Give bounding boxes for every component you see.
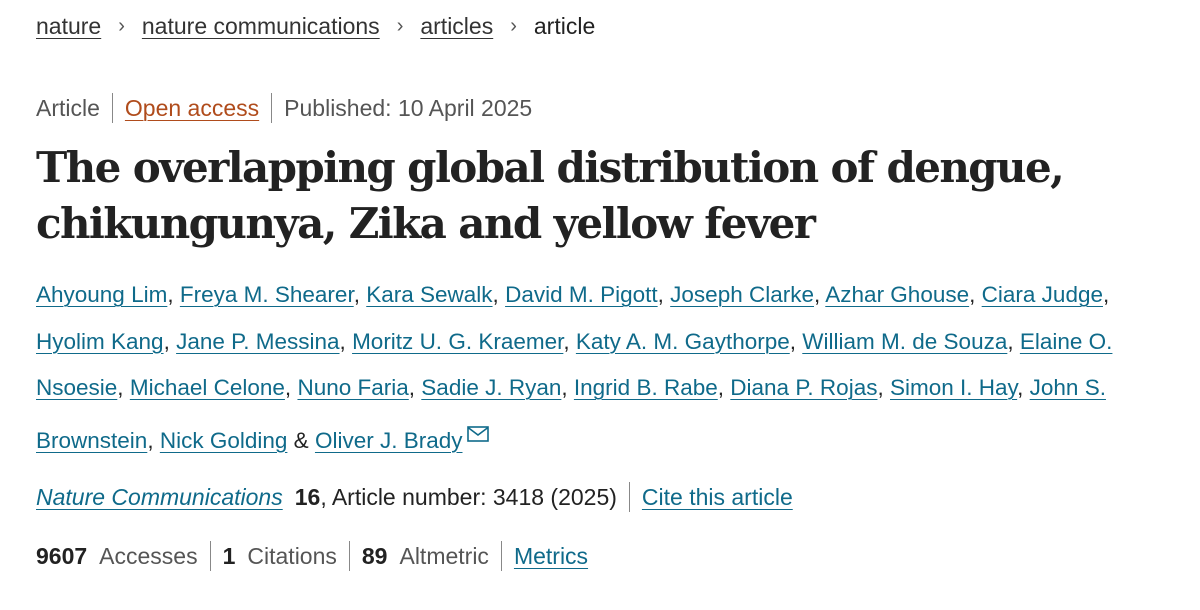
journal-name-link[interactable]: Nature Communications [36,484,283,510]
author-link[interactable]: Nick Golding [159,427,288,453]
author-separator: , [163,328,170,354]
author-link[interactable]: Oliver J. Brady [314,427,463,453]
meta-divider [271,93,273,123]
author-separator: , [1102,282,1110,307]
metrics-link[interactable]: Metrics [513,543,589,569]
citations-label: Citations [247,543,337,569]
author-link[interactable]: Ciara Judge [981,282,1103,307]
author-link[interactable]: Michael Celone [129,375,285,400]
author-link[interactable]: Moritz U. G. Kraemer [352,328,564,354]
author-link[interactable]: Ahyoung Lim [36,282,168,307]
author-link[interactable]: Sadie J. Ryan [421,375,562,400]
author-separator: , [969,282,976,307]
author-link[interactable]: Azhar Ghouse [825,282,970,307]
author-link[interactable]: Diana P. Rojas [730,375,878,400]
breadcrumb-link-articles[interactable]: articles [420,13,494,39]
author-link[interactable]: Hyolim Kang [36,328,164,354]
author-separator: , [789,328,797,354]
journal-volume: 16 [294,484,321,510]
altmetric-count: 89 [361,543,388,569]
author-link[interactable]: David M. Pigott [505,282,658,307]
author-separator: , [563,328,570,354]
author-separator: , [117,375,124,400]
author-link[interactable]: Jane P. Messina [176,328,340,354]
author-separator: , [1017,375,1024,400]
author-separator: , [814,282,821,307]
author-separator: , [877,375,884,400]
journal-info: Nature Communications 16 , Article numbe… [36,481,793,513]
author-separator: , [353,282,360,307]
metrics-divider [209,541,211,571]
cite-article-link[interactable]: Cite this article [641,484,793,510]
breadcrumb: nature › nature communications › article… [36,10,595,42]
author-link[interactable]: Freya M. Shearer [179,282,354,307]
breadcrumb-separator-icon: › [118,15,125,37]
accesses-count: 9607 [36,543,88,569]
author-final-separator: & [293,427,309,453]
author-link[interactable]: Elaine O. Nsoesie [36,328,1113,401]
breadcrumb-link-nature[interactable]: nature [36,13,102,39]
author-list: Ahyoung Lim, Freya M. Shearer, Kara Sewa… [36,272,1166,464]
article-number: , Article number: 3418 (2025) [320,484,617,510]
author-link[interactable]: William M. de Souza [802,328,1008,354]
altmetric-label: Altmetric [399,543,489,569]
author-link[interactable]: John S. Brownstein [36,375,1106,453]
open-access-link[interactable]: Open access [124,95,260,121]
author-separator: , [657,282,664,307]
author-separator: , [492,282,499,307]
author-link[interactable]: Nuno Faria [297,375,409,400]
breadcrumb-link-nature-communications[interactable]: nature communications [141,13,380,39]
breadcrumb-separator-icon: › [396,15,404,37]
article-metrics: 9607 Accesses 1 Citations 89 Altmetric M… [36,540,588,572]
author-separator: , [1007,328,1014,354]
breadcrumb-current: article [533,13,596,39]
article-meta: Article Open access Published: 10 April … [36,92,532,124]
author-separator: , [408,375,416,400]
author-separator: , [167,282,174,307]
citations-count: 1 [222,543,236,569]
author-separator: , [147,427,154,453]
author-link[interactable]: Ingrid B. Rabe [573,375,718,400]
meta-divider [111,93,113,123]
article-title: The overlapping global distribution of d… [36,143,1065,248]
author-link[interactable]: Kara Sewalk [366,282,493,307]
author-separator: , [717,375,725,400]
author-separator: , [339,328,346,354]
metrics-divider [348,541,350,571]
metrics-divider [500,541,502,571]
author-separator: , [284,375,292,400]
breadcrumb-separator-icon: › [510,15,517,37]
accesses-label: Accesses [99,543,198,569]
author-separator: , [561,375,568,400]
author-link[interactable]: Simon I. Hay [890,375,1018,400]
mail-icon[interactable] [466,412,489,459]
article-type: Article [36,95,100,121]
author-link[interactable]: Joseph Clarke [670,282,814,307]
author-link[interactable]: Katy A. M. Gaythorpe [575,328,790,354]
journal-divider [628,482,630,512]
published-date: Published: 10 April 2025 [284,95,533,121]
